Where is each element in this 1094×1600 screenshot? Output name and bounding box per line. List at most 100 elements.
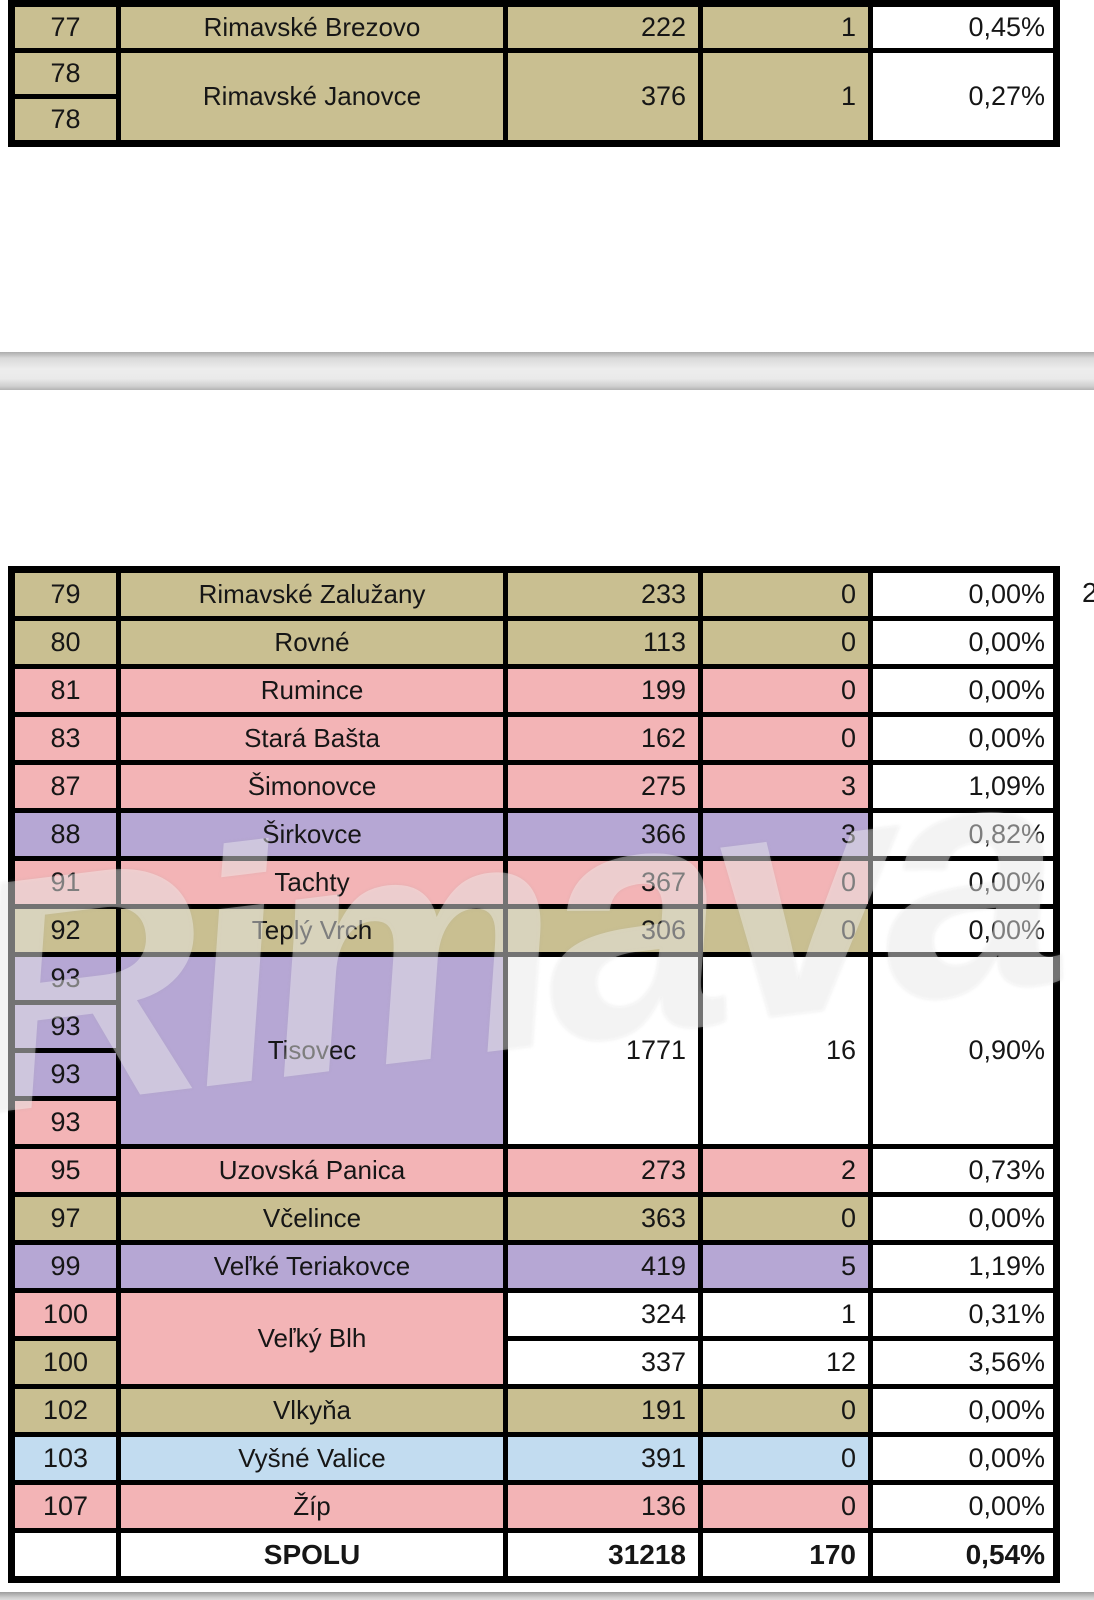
table-row: 80 Rovné 113 0 0,00% <box>9 616 1059 669</box>
percent-cell: 0,90% <box>868 952 1059 1149</box>
row-number-cell: 83 <box>9 712 121 765</box>
value1-cell: 222 <box>503 1 703 53</box>
municipality-name-cell: Šimonovce <box>116 760 508 813</box>
row-number-cell: 88 <box>9 808 121 861</box>
value2-cell: 3 <box>698 760 873 813</box>
results-table-page-bottom: 79 Rimavské Zalužany 233 0 0,00% 80 Rovn… <box>8 566 1060 1583</box>
percent-cell: 0,00% <box>868 1384 1059 1437</box>
value2-cell: 5 <box>698 1240 873 1293</box>
municipality-name-cell: Žíp <box>116 1480 508 1533</box>
value2-cell: 16 <box>698 952 873 1149</box>
row-number-cell: 87 <box>9 760 121 813</box>
table-row: 78 Rimavské Janovce 376 1 0,27% <box>9 48 1059 146</box>
row-number-cell: 93 <box>9 1096 121 1149</box>
row-number-cell: 78 <box>9 94 121 146</box>
table-row: 93 <box>9 1000 1057 1053</box>
table-row: 93 <box>9 1048 1057 1101</box>
table-row: 100 Veľký Blh 324 1 0,31% <box>9 1288 1059 1389</box>
table-row: 83 Stará Bašta 162 0 0,00% <box>9 712 1059 765</box>
row-number-cell: 93 <box>9 1000 121 1053</box>
table-row: 91 Tachty 367 0 0,00% <box>9 856 1059 909</box>
table-row: 93 Tisovec 1771 16 0,90% <box>9 952 1059 1149</box>
value1-cell: 113 <box>503 616 703 669</box>
percent-cell: 1,19% <box>868 1240 1059 1293</box>
value1-cell: 275 <box>503 760 703 813</box>
municipality-name-cell: Rumince <box>116 664 508 717</box>
row-number-cell: 79 <box>9 567 121 621</box>
table-row: 78 <box>9 94 1057 146</box>
value1-cell: 376 <box>503 48 703 146</box>
row-number-cell: 95 <box>9 1144 121 1197</box>
value2-cell: 0 <box>698 616 873 669</box>
value1-cell: 337 <box>503 1336 703 1389</box>
table-row: 107 Žíp 136 0 0,00% <box>9 1480 1059 1533</box>
percent-cell: 0,00% <box>868 1192 1059 1245</box>
value2-cell: 1 <box>698 1 873 53</box>
percent-cell: 0,00% <box>868 616 1059 669</box>
municipality-name-cell: Vlkyňa <box>116 1384 508 1437</box>
row-number-cell: 80 <box>9 616 121 669</box>
table-row: 77 Rimavské Brezovo 222 1 0,45% <box>9 1 1059 53</box>
municipality-name-cell: Stará Bašta <box>116 712 508 765</box>
table-row: 100 337 12 3,56% <box>9 1336 1059 1389</box>
municipality-name-cell: Veľké Teriakovce <box>116 1240 508 1293</box>
municipality-name-cell: Tachty <box>116 856 508 909</box>
municipality-name-cell: Širkovce <box>116 808 508 861</box>
table-row: 88 Širkovce 366 3 0,82% <box>9 808 1059 861</box>
percent-cell: 0,00% <box>868 712 1059 765</box>
municipality-name-cell: Teplý Vrch <box>116 904 508 957</box>
table-row: 79 Rimavské Zalužany 233 0 0,00% <box>9 567 1059 621</box>
municipality-name-cell: Rovné <box>116 616 508 669</box>
table-row: 103 Vyšné Valice 391 0 0,00% <box>9 1432 1059 1485</box>
municipality-name-cell: Včelince <box>116 1192 508 1245</box>
total-percent-cell: 0,54% <box>868 1528 1059 1582</box>
percent-cell: 1,09% <box>868 760 1059 813</box>
percent-cell: 0,00% <box>868 1480 1059 1533</box>
total-value1-cell: 31218 <box>503 1528 703 1582</box>
value2-cell: 0 <box>698 712 873 765</box>
municipality-name-cell: Rimavské Brezovo <box>116 1 508 53</box>
percent-cell: 0,00% <box>868 1432 1059 1485</box>
value2-cell: 1 <box>698 48 873 146</box>
value1-cell: 306 <box>503 904 703 957</box>
row-number-cell: 102 <box>9 1384 121 1437</box>
table-row: 97 Včelince 363 0 0,00% <box>9 1192 1059 1245</box>
row-number-cell: 100 <box>9 1336 121 1389</box>
table-row: 87 Šimonovce 275 3 1,09% <box>9 760 1059 813</box>
row-number-cell: 81 <box>9 664 121 717</box>
table-row: 93 <box>9 1096 1057 1149</box>
value1-cell: 324 <box>503 1288 703 1341</box>
results-table-page-top: 77 Rimavské Brezovo 222 1 0,45% 78 Rimav… <box>8 0 1060 147</box>
value2-cell: 3 <box>698 808 873 861</box>
row-number-cell: 93 <box>9 1048 121 1101</box>
municipality-name-cell: Uzovská Panica <box>116 1144 508 1197</box>
municipality-name-cell: Rimavské Zalužany <box>116 567 508 621</box>
value1-cell: 391 <box>503 1432 703 1485</box>
value2-cell: 0 <box>698 1480 873 1533</box>
row-number-cell: 97 <box>9 1192 121 1245</box>
row-number-cell: 92 <box>9 904 121 957</box>
value2-cell: 0 <box>698 664 873 717</box>
value1-cell: 162 <box>503 712 703 765</box>
value2-cell: 0 <box>698 856 873 909</box>
value1-cell: 136 <box>503 1480 703 1533</box>
percent-cell: 0,31% <box>868 1288 1059 1341</box>
value2-cell: 0 <box>698 1384 873 1437</box>
row-number-cell: 77 <box>9 1 121 53</box>
value1-cell: 366 <box>503 808 703 861</box>
row-number-cell: 100 <box>9 1288 121 1341</box>
table-row: 102 Vlkyňa 191 0 0,00% <box>9 1384 1059 1437</box>
municipality-name-cell: Tisovec <box>116 952 508 1149</box>
percent-cell: 0,00% <box>868 664 1059 717</box>
total-value2-cell: 170 <box>698 1528 873 1582</box>
value1-cell: 199 <box>503 664 703 717</box>
table-row: 81 Rumince 199 0 0,00% <box>9 664 1059 717</box>
total-label-cell: SPOLU <box>116 1528 508 1582</box>
value2-cell: 0 <box>698 1432 873 1485</box>
value1-cell: 273 <box>503 1144 703 1197</box>
bottom-page-separator <box>0 1592 1094 1600</box>
table-row: 99 Veľké Teriakovce 419 5 1,19% <box>9 1240 1059 1293</box>
percent-cell: 0,27% <box>868 48 1059 146</box>
value2-cell: 12 <box>698 1336 873 1389</box>
row-number-cell: 93 <box>9 952 121 1005</box>
